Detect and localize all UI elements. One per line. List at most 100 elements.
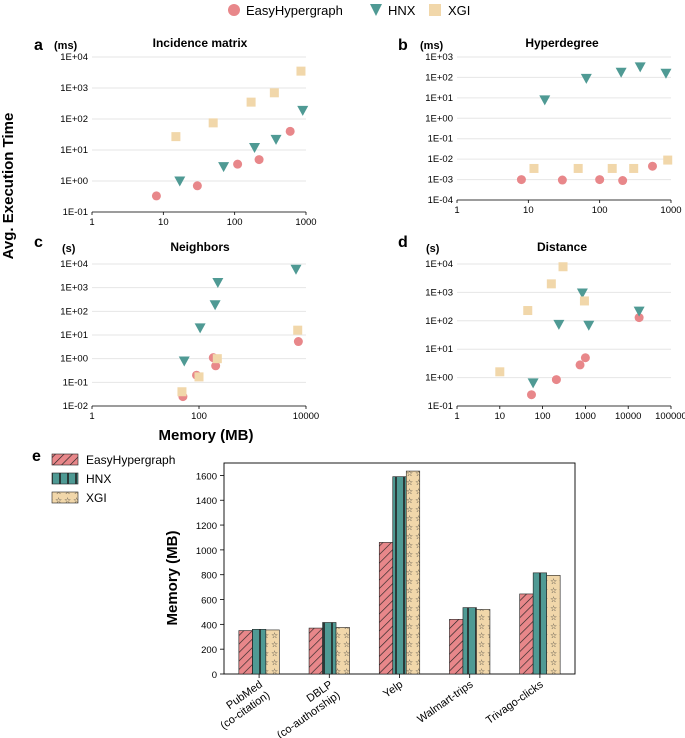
legend-marker-easyhypergraph: [228, 4, 240, 16]
panel-a-ytick-label-1: 1E+00: [60, 176, 88, 187]
bar-legend-swatch-hnx: [51, 472, 79, 485]
panel-a-point-easyhypergraph-3: [254, 155, 264, 165]
panel-a-ytick-label-0: 1E-01: [63, 207, 88, 218]
panel-d-point-hnx-0: [527, 378, 539, 389]
panel-a-point-xgi-4: [296, 66, 306, 76]
panel-a-title: Incidence matrix: [153, 36, 248, 50]
panel-d-point-easyhypergraph-3: [580, 353, 590, 363]
panel-c-ytick-label-2: 1E+00: [60, 354, 88, 365]
panel-b-unit: (ms): [420, 40, 444, 52]
panel-e-bar-xgi-yelp: [405, 470, 421, 675]
panel-e-xtick-label-walmart-trips: Walmart-trips: [415, 678, 476, 725]
bar-legend-label-xgi: XGI: [86, 491, 107, 505]
panel-e-bar-xgi-trivago-clicks: [546, 575, 561, 675]
panel-a-point-easyhypergraph-4: [285, 126, 295, 136]
panel-c-point-xgi-1: [194, 372, 204, 382]
panel-a-ytick-label-2: 1E+01: [60, 145, 88, 156]
bar-y-axis-label: Memory (MB): [164, 530, 181, 625]
panel-e-ytick-label-7: 1400: [196, 496, 217, 507]
panel-b-ytick-label-7: 1E+03: [425, 52, 453, 63]
panel-b-point-xgi-0: [529, 163, 539, 173]
panel-a-point-xgi-0: [171, 132, 181, 142]
panel-b-point-hnx-3: [634, 62, 646, 73]
panel-b-point-hnx-1: [580, 73, 592, 84]
panel-b-point-hnx-0: [539, 95, 551, 106]
panel-a-xtick-label-1: 10: [158, 217, 169, 228]
panel-d-xtick-label-4: 10000: [615, 411, 641, 422]
panel-e-memory-bars: e 0 200 400 600 800 1000 1200 1400 1600 PubMed(co-…: [32, 448, 576, 738]
panel-c-ytick-label-6: 1E+04: [60, 259, 88, 270]
panel-e-xtick-label-dblp-co-authorship: DBLP(co-authorship): [268, 679, 343, 738]
panel-c-title: Neighbors: [170, 240, 230, 254]
panel-b-ytick-label-6: 1E+02: [425, 72, 453, 83]
panel-a-point-easyhypergraph-0: [151, 191, 161, 201]
panel-a-ytick-label-5: 1E+04: [60, 52, 88, 63]
panel-e-xtick-label-line-4-0: Trivago-clicks: [484, 678, 546, 726]
panel-e-letter: e: [32, 448, 41, 465]
panel-d-letter: d: [398, 234, 408, 251]
panel-c-letter: c: [34, 234, 43, 251]
panel-b-point-xgi-3: [629, 163, 639, 173]
panel-d-ytick-label-4: 1E+03: [425, 287, 453, 298]
panel-c-point-hnx-1: [194, 323, 206, 334]
panel-e-xtick-label-yelp: Yelp: [381, 679, 405, 701]
panel-d-point-xgi-3: [558, 262, 568, 272]
panel-b-point-easyhypergraph-2: [595, 175, 605, 185]
panel-d-point-xgi-1: [523, 306, 533, 316]
panel-e-bar-easyhypergraph-yelp: [378, 542, 394, 675]
panel-d-point-xgi-4: [579, 296, 589, 306]
panel-e-ytick-label-0: 0: [212, 670, 217, 681]
panel-d-point-easyhypergraph-1: [551, 375, 561, 385]
panel-e-ytick-label-4: 800: [201, 571, 217, 582]
panel-e-bar-xgi-dblp-co-authorship: [335, 627, 350, 675]
bar-legend-swatch-xgi: [51, 491, 79, 504]
panel-d-xtick-label-5: 100000: [655, 411, 685, 422]
shared-y-axis-label: Avg. Execution Time: [0, 113, 17, 260]
panel-e-bar-hnx-trivago-clicks: [532, 572, 547, 675]
panel-b-point-xgi-1: [573, 163, 583, 173]
panel-b-xtick-label-0: 1: [454, 205, 459, 216]
panel-c-ytick-label-4: 1E+02: [60, 306, 88, 317]
panel-b-point-easyhypergraph-3: [618, 176, 628, 186]
panel-b-point-easyhypergraph-0: [516, 175, 526, 185]
panel-e-ytick-label-2: 400: [201, 620, 217, 631]
panel-a-ytick-label-3: 1E+02: [60, 114, 88, 125]
legend-label-hnx: HNX: [388, 3, 416, 18]
panel-d-point-easyhypergraph-2: [575, 360, 585, 370]
panel-a-point-easyhypergraph-1: [192, 181, 202, 191]
panel-c-xtick-label-0: 1: [89, 411, 94, 422]
panel-d-point-hnx-4: [633, 306, 645, 317]
panel-c-xtick-label-1: 100: [191, 411, 207, 422]
panel-e-ytick-label-5: 1000: [196, 546, 217, 557]
panel-b-point-easyhypergraph-1: [557, 175, 567, 185]
panel-b-xtick-label-2: 100: [592, 205, 608, 216]
panel-b-letter: b: [398, 37, 408, 54]
panel-d-ytick-label-0: 1E-01: [428, 401, 453, 412]
panel-b-point-hnx-2: [615, 67, 627, 78]
panel-e-xtick-label-pubmed-co-citation: PubMed(co-citation): [211, 679, 272, 732]
panel-e-bar-easyhypergraph-trivago-clicks: [519, 593, 534, 675]
panel-c-point-hnx-4: [290, 264, 302, 275]
panel-d-ytick-label-2: 1E+01: [425, 344, 453, 355]
panel-d-title: Distance: [537, 240, 587, 254]
panel-a-point-hnx-0: [174, 176, 186, 187]
legend-marker-hnx: [370, 4, 382, 16]
panel-b-ytick-label-1: 1E-03: [428, 175, 453, 186]
panel-b-ytick-label-5: 1E+01: [425, 93, 453, 104]
panel-a-letter: a: [34, 37, 43, 54]
panel-d-distance: d (s) Distance 1E-01 1E+00 1E+01 1E+02 1E+03 1E+…: [398, 234, 685, 422]
panel-c-point-easyhypergraph-4: [293, 337, 303, 347]
panel-a-point-easyhypergraph-2: [233, 159, 243, 169]
panel-c-point-easyhypergraph-3: [211, 361, 221, 371]
panel-e-xtick-label-trivago-clicks: Trivago-clicks: [484, 678, 546, 726]
panel-e-ytick-label-6: 1200: [196, 521, 217, 532]
panel-c-point-xgi-0: [177, 387, 187, 397]
panel-c-ytick-label-0: 1E-02: [63, 401, 88, 412]
shared-x-axis-label: Memory (MB): [158, 427, 253, 444]
bar-legend: EasyHypergraph HNX XGI: [51, 453, 175, 505]
panel-d-ytick-label-5: 1E+04: [425, 259, 453, 270]
panel-d-point-hnx-1: [553, 319, 565, 330]
panel-e-bar-easyhypergraph-pubmed-co-citation: [238, 630, 253, 675]
panel-d-point-hnx-2: [576, 288, 588, 299]
